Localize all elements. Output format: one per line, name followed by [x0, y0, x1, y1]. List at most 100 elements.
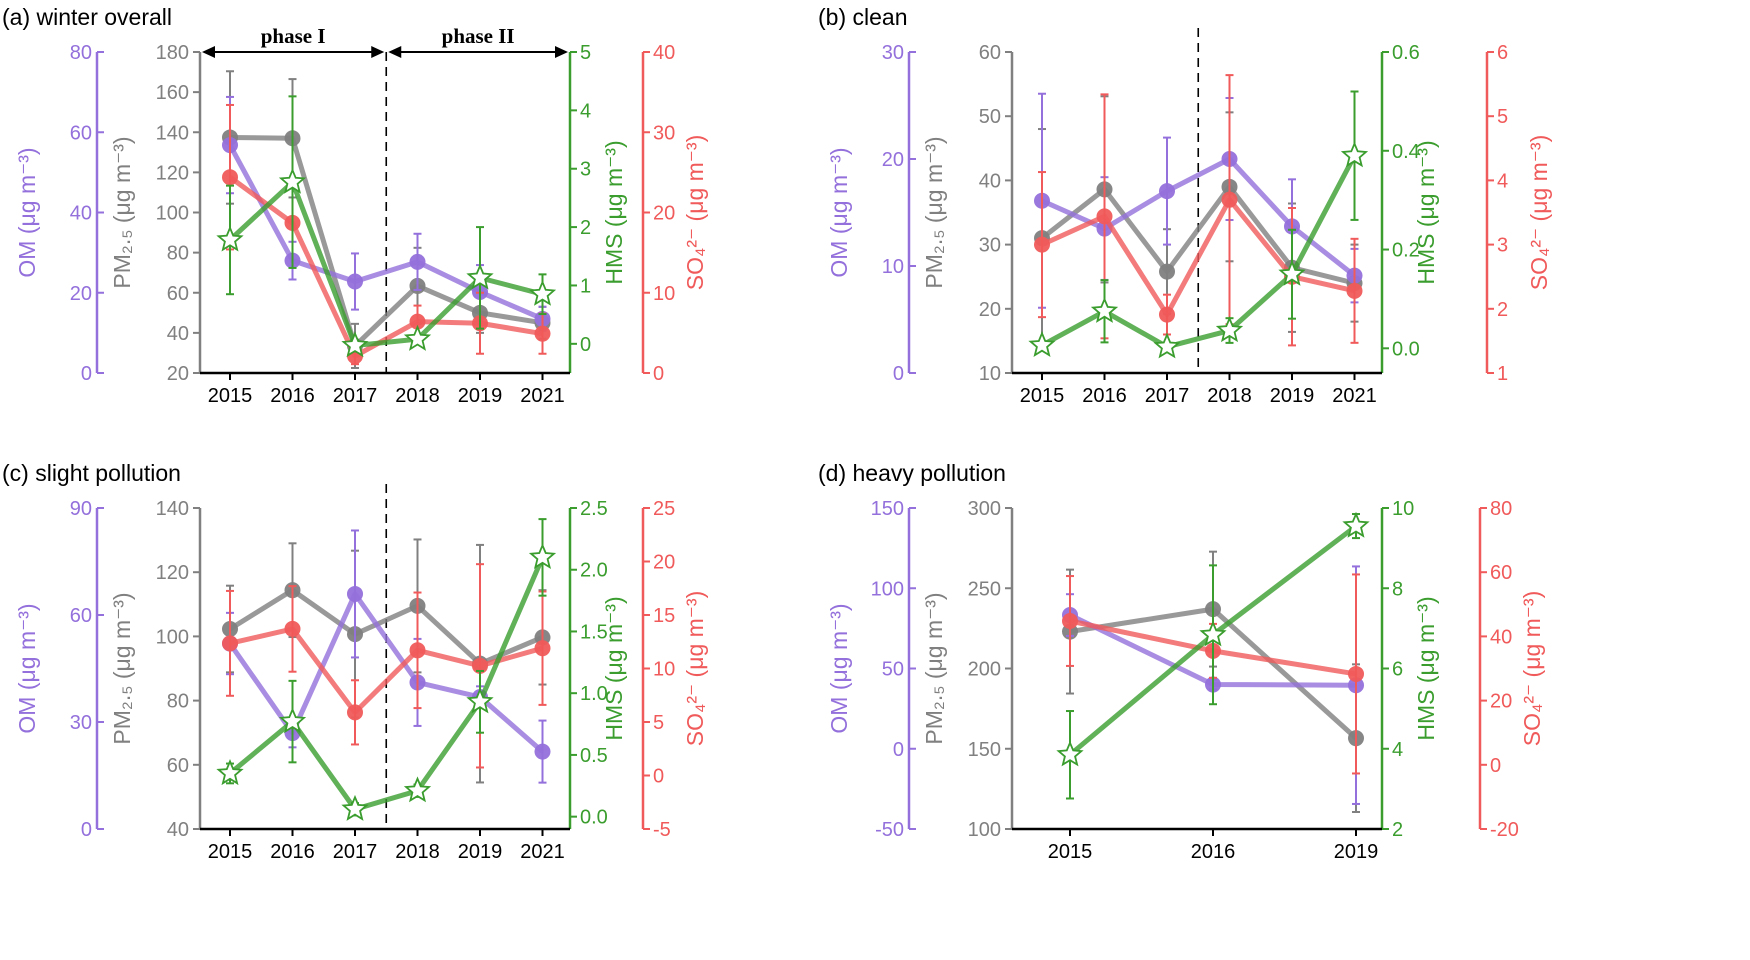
x-tick-label: 2017: [333, 841, 378, 863]
tick-label: 50: [979, 106, 1001, 128]
star-marker-icon: [403, 776, 432, 803]
tick-label: 0.6: [1392, 42, 1420, 64]
series-line: [227, 143, 544, 322]
axis-title-so4: SO₄²⁻ (μg m⁻³): [1526, 135, 1552, 291]
arrowhead-right-icon: [371, 46, 385, 58]
axis-title-pm: PM₂.₅ (μg m⁻³): [921, 136, 947, 288]
tick-label: 4: [1497, 170, 1508, 192]
star-marker-icon: [278, 167, 307, 194]
data-point: [1159, 183, 1175, 200]
tick-label: 150: [968, 739, 1001, 761]
axis-so4: -20 0 20 40 60 80 SO₄²⁻ (μg m⁻³): [1478, 498, 1545, 841]
data-point: [1159, 306, 1175, 323]
tick-label: 3: [580, 159, 591, 181]
axis-title-om: OM (μg m⁻³): [14, 603, 40, 733]
tick-label: 0: [653, 363, 664, 385]
tick-label: 10: [653, 659, 675, 681]
phase-label: phase II: [442, 24, 515, 48]
star-marker-icon: [216, 225, 244, 252]
tick-label: 300: [968, 498, 1001, 520]
data-point: [1096, 208, 1113, 225]
star-marker-icon: [1056, 740, 1084, 767]
tick-label: 250: [968, 578, 1001, 600]
star-marker-icon: [341, 794, 369, 821]
tick-label: 40: [653, 42, 675, 64]
axis-om: 0 30 60 90 OM (μg m⁻³): [14, 498, 104, 841]
x-tick-label: 2015: [208, 385, 253, 407]
tick-label: 100: [968, 819, 1001, 841]
data-point: [409, 313, 426, 330]
star-marker-icon: [1278, 259, 1306, 286]
data-point: [347, 585, 363, 602]
series-line: [228, 175, 543, 359]
data-point: [1221, 191, 1238, 208]
star-marker-icon: [466, 263, 494, 290]
tick-label: 90: [70, 498, 92, 520]
series-so4: [222, 563, 551, 769]
star-marker-icon: [528, 279, 557, 306]
tick-label: 20: [653, 203, 675, 225]
star-marker-icon: [1340, 141, 1369, 168]
arrowhead-left-icon: [388, 46, 402, 58]
tick-label: 0: [580, 334, 591, 356]
tick-label: 6: [1497, 42, 1508, 64]
tick-label: 10: [653, 283, 675, 305]
tick-label: 40: [1490, 626, 1512, 648]
data-point: [1062, 612, 1078, 629]
x-tick-label: 2015: [1048, 841, 1093, 863]
star-marker-icon: [341, 331, 369, 358]
panel-title: (c) slight pollution: [2, 460, 181, 486]
tick-label: 10: [979, 363, 1001, 385]
axis-hms: 0.0 0.5 1.0 1.5 2.0 2.5 HMS (μg m⁻³): [568, 498, 627, 829]
tick-label: 10: [882, 256, 904, 278]
series-line: [1040, 154, 1357, 350]
tick-label: 3: [1497, 235, 1508, 257]
series-line: [229, 134, 543, 349]
tick-label: 2: [580, 217, 591, 239]
data-point: [1034, 236, 1050, 253]
data-point: [1348, 665, 1364, 682]
axis-pm: 100 150 200 250 300 PM₂.₅ (μg m⁻³): [921, 498, 1014, 841]
data-point: [534, 640, 551, 657]
tick-label: 60: [979, 42, 1001, 64]
data-point: [222, 169, 238, 186]
tick-label: 40: [70, 203, 92, 225]
tick-label: 2: [1497, 299, 1508, 321]
series-hms: [1056, 511, 1370, 800]
data-point: [347, 273, 363, 290]
tick-label: 80: [167, 691, 189, 713]
tick-label: 100: [871, 578, 904, 600]
x-tick-label: 2018: [395, 385, 440, 407]
arrowhead-left-icon: [202, 46, 215, 58]
tick-label: 15: [653, 605, 675, 627]
tick-label: 80: [167, 243, 189, 265]
tick-label: 160: [156, 82, 189, 104]
tick-label: 0.0: [1392, 338, 1420, 360]
axis-so4: 1 2 3 4 5 6 SO₄²⁻ (μg m⁻³): [1485, 42, 1552, 385]
tick-label: 1.0: [580, 683, 608, 705]
star-marker-icon: [528, 543, 557, 570]
star-marker-icon: [1342, 511, 1370, 538]
arrowhead-right-icon: [555, 46, 568, 58]
tick-label: 40: [167, 323, 189, 345]
tick-label: 30: [653, 122, 675, 144]
star-marker-icon: [466, 687, 494, 714]
tick-label: 50: [882, 659, 904, 681]
tick-label: 0: [1490, 755, 1501, 777]
tick-label: 25: [653, 498, 675, 520]
x-tick-label: 2015: [208, 841, 253, 863]
axis-om: 0 10 20 30 OM (μg m⁻³): [826, 42, 916, 385]
tick-label: 0.5: [580, 745, 608, 767]
phase-label: phase I: [261, 24, 326, 48]
panel-title: (a) winter overall: [2, 4, 172, 30]
tick-label: 6: [1392, 659, 1403, 681]
series-line: [1040, 156, 1357, 278]
tick-label: 0: [653, 766, 664, 788]
x-tick-label: 2019: [458, 841, 503, 863]
tick-label: 20: [979, 299, 1001, 321]
axis-title-om: OM (μg m⁻³): [14, 147, 40, 277]
tick-label: 1: [1497, 363, 1508, 385]
data-point: [534, 325, 551, 342]
axis-om: 0 20 40 60 80 OM (μg m⁻³): [14, 42, 104, 385]
